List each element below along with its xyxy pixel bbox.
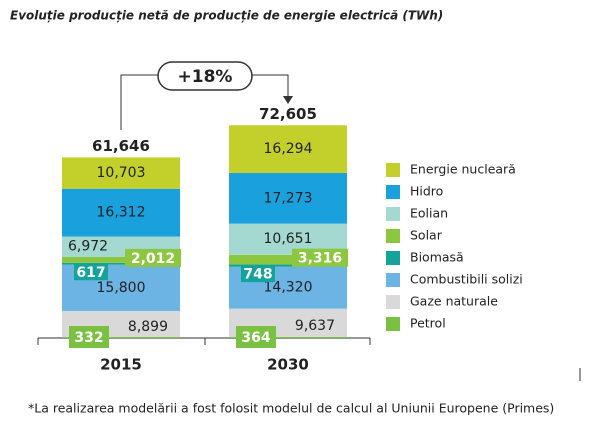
growth-connector	[120, 74, 289, 130]
legend-label: Eolian	[410, 206, 448, 221]
x-tick-label: 2015	[100, 356, 142, 374]
legend-swatch	[386, 229, 400, 243]
value-label: 617	[76, 265, 105, 281]
bar-segment	[62, 262, 180, 265]
chart-title: Evoluție producție netă de producție de …	[10, 9, 443, 23]
label-box	[69, 326, 109, 348]
value-label: 3,316	[298, 251, 342, 267]
value-label: 332	[74, 330, 103, 346]
annotation: +18%	[178, 67, 233, 87]
legend-label: Energie nucleară	[410, 162, 516, 177]
legend-label: Hidro	[410, 184, 443, 199]
value-label: 10,651	[264, 231, 313, 247]
value-label: 748	[243, 267, 272, 283]
total-label: 61,646	[92, 137, 150, 155]
value-label: 6,972	[68, 239, 108, 255]
growth-pill	[157, 61, 253, 91]
bar-segment	[229, 264, 347, 267]
label-box	[74, 263, 108, 281]
value-label: 8,899	[128, 319, 168, 335]
legend-swatch	[386, 163, 400, 177]
value-label: 16,294	[264, 141, 313, 157]
label-box	[241, 265, 275, 283]
legend-label: Gaze naturale	[410, 294, 498, 309]
bar-segment	[229, 336, 347, 338]
value-label: 17,273	[264, 190, 313, 206]
footnote: *La realizarea modelării a fost folosit …	[28, 401, 554, 416]
legend-swatch	[386, 251, 400, 265]
arrow-head	[283, 96, 293, 104]
bar-segment	[62, 256, 180, 263]
legend-label: Combustibili solizi	[410, 272, 523, 287]
value-label: 2,012	[131, 251, 175, 267]
value-label: 15,800	[97, 280, 146, 296]
bar-segment	[229, 173, 347, 224]
legend-swatch	[386, 317, 400, 331]
legend-label: Solar	[410, 228, 443, 243]
label-box	[292, 248, 348, 267]
bar-segment	[62, 188, 180, 237]
legend-swatch	[386, 185, 400, 199]
legend-label: Biomasă	[410, 250, 464, 265]
legend-swatch	[386, 295, 400, 309]
label-box	[125, 248, 181, 267]
legend-label: Petrol	[410, 316, 446, 331]
value-label: 14,320	[264, 280, 313, 296]
value-label: 10,703	[97, 165, 146, 181]
bar-segment	[229, 125, 347, 174]
legend-swatch	[386, 273, 400, 287]
total-label: 72,605	[259, 105, 317, 123]
value-label: 16,312	[97, 205, 146, 221]
bar-segment	[62, 157, 180, 189]
value-label: 9,637	[295, 318, 335, 334]
label-box	[236, 326, 276, 348]
bar-segment	[229, 254, 347, 265]
bar-segment	[62, 337, 180, 338]
x-tick-label: 2030	[267, 356, 309, 374]
legend-swatch	[386, 207, 400, 221]
value-label: 364	[241, 330, 270, 346]
